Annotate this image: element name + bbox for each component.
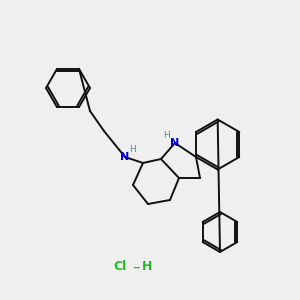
Text: N: N xyxy=(170,138,180,148)
Text: H: H xyxy=(130,146,136,154)
Text: H: H xyxy=(142,260,152,274)
Text: Cl: Cl xyxy=(113,260,127,274)
Text: –: – xyxy=(132,260,140,274)
Text: H: H xyxy=(163,131,170,140)
Text: N: N xyxy=(120,152,130,162)
